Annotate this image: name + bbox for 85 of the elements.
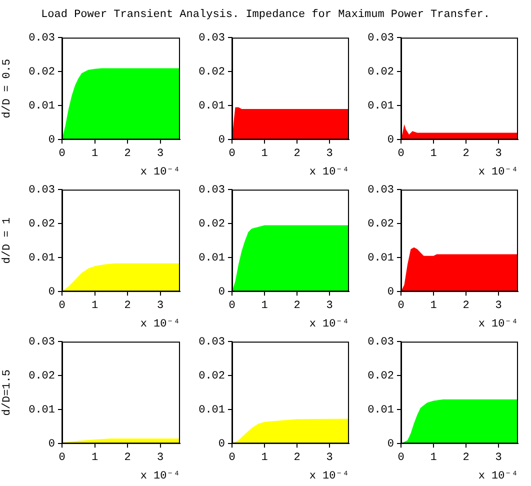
x-tick-label: 2 (124, 300, 131, 312)
y-axis-title: d/D = 1 (2, 217, 14, 264)
y-tick-label: 0 (387, 134, 394, 147)
y-tick-label: 0 (387, 286, 394, 299)
x-tick-label: 1 (91, 148, 98, 160)
x-tick-label: 3 (326, 300, 333, 312)
y-tick-label: 0.02 (368, 66, 394, 79)
x-axis-title: x 10⁻⁴ (478, 318, 518, 330)
y-tick-label: 0.03 (198, 32, 225, 45)
x-axis-title: x 10⁻⁴ (309, 470, 349, 482)
y-tick-label: 0.02 (198, 66, 225, 79)
x-tick-label: 2 (294, 300, 300, 312)
y-tick-label: 0 (48, 438, 55, 451)
x-tick-label: 2 (462, 452, 470, 464)
x-tick-label: 3 (326, 148, 333, 160)
x-tick-label: 1 (91, 452, 98, 464)
y-tick-label: 0.03 (368, 184, 394, 197)
x-tick-label: 0 (228, 452, 236, 464)
x-axis-title: x 10⁻⁴ (140, 470, 180, 482)
y-tick-label: 0.01 (28, 404, 56, 417)
x-axis-title: x 10⁻⁴ (309, 318, 349, 330)
x-tick-label: 2 (124, 452, 131, 464)
x-tick-label: 3 (157, 452, 164, 464)
text: Load Power Transient Analysis. Impedance for Maximum Power Transfer. (40, 8, 491, 23)
x-tick-label: 3 (495, 452, 502, 464)
x-tick-label: 1 (430, 452, 438, 464)
y-tick-label: 0 (218, 134, 225, 147)
y-tick-label: 0.01 (28, 252, 56, 265)
x-tick-label: 1 (91, 300, 98, 312)
x-axis-title: x 10⁻⁴ (309, 166, 349, 178)
y-tick-label: 0.01 (198, 404, 226, 417)
x-tick-label: 2 (294, 452, 300, 464)
y-tick-label: 0.01 (198, 252, 226, 265)
y-tick-label: 0.03 (28, 184, 55, 197)
y-tick-label: 0.02 (28, 218, 55, 231)
y-tick-label: 0.02 (28, 66, 55, 79)
x-axis-title: x 10⁻⁴ (140, 166, 180, 178)
y-tick-label: 0.03 (368, 32, 394, 45)
x-tick-label: 1 (261, 452, 268, 464)
y-tick-label: 0.02 (368, 218, 394, 231)
x-tick-label: 1 (261, 300, 268, 312)
x-tick-label: 0 (398, 452, 404, 464)
x-tick-label: 0 (58, 148, 66, 160)
y-tick-label: 0 (218, 286, 225, 299)
y-tick-label: 0.01 (368, 404, 394, 417)
y-tick-label: 0 (387, 438, 394, 451)
y-tick-label: 0.02 (28, 370, 55, 383)
x-tick-label: 3 (157, 300, 164, 312)
y-tick-label: 0.02 (198, 218, 225, 231)
y-tick-label: 0.03 (28, 32, 55, 45)
y-tick-label: 0.02 (198, 370, 225, 383)
x-tick-label: 1 (261, 148, 268, 160)
x-tick-label: 2 (294, 148, 300, 160)
y-tick-label: 0 (48, 134, 55, 147)
x-tick-label: 3 (157, 148, 164, 160)
x-tick-label: 0 (228, 148, 236, 160)
x-tick-label: 0 (398, 300, 404, 312)
y-tick-label: 0 (48, 286, 55, 299)
x-axis-title: x 10⁻⁴ (478, 470, 518, 482)
x-tick-label: 1 (430, 148, 438, 160)
x-axis-title: x 10⁻⁴ (140, 318, 180, 330)
y-tick-label: 0.01 (368, 252, 394, 265)
y-tick-label: 0.02 (368, 370, 394, 383)
y-tick-label: 0.03 (198, 336, 225, 349)
y-axis-title: d/D = 0.5 (2, 58, 14, 118)
x-tick-label: 1 (430, 300, 438, 312)
y-tick-label: 0.01 (368, 100, 394, 113)
y-tick-label: 0.01 (198, 100, 226, 113)
x-tick-label: 0 (398, 148, 404, 160)
x-tick-label: 3 (495, 300, 502, 312)
x-tick-label: 0 (228, 300, 236, 312)
y-tick-label: 0 (218, 438, 225, 451)
x-tick-label: 0 (58, 300, 66, 312)
x-axis-title: x 10⁻⁴ (478, 166, 518, 178)
x-tick-label: 3 (326, 452, 333, 464)
y-tick-label: 0.03 (198, 184, 225, 197)
y-tick-label: 0.01 (28, 100, 56, 113)
x-tick-label: 2 (462, 148, 470, 160)
x-tick-label: 3 (495, 148, 502, 160)
y-tick-label: 0.03 (28, 336, 55, 349)
x-tick-label: 2 (124, 148, 131, 160)
x-tick-label: 0 (58, 452, 66, 464)
y-tick-label: 0.03 (368, 336, 394, 349)
x-tick-label: 2 (462, 300, 470, 312)
y-axis-title: d/D=1.5 (2, 369, 14, 416)
